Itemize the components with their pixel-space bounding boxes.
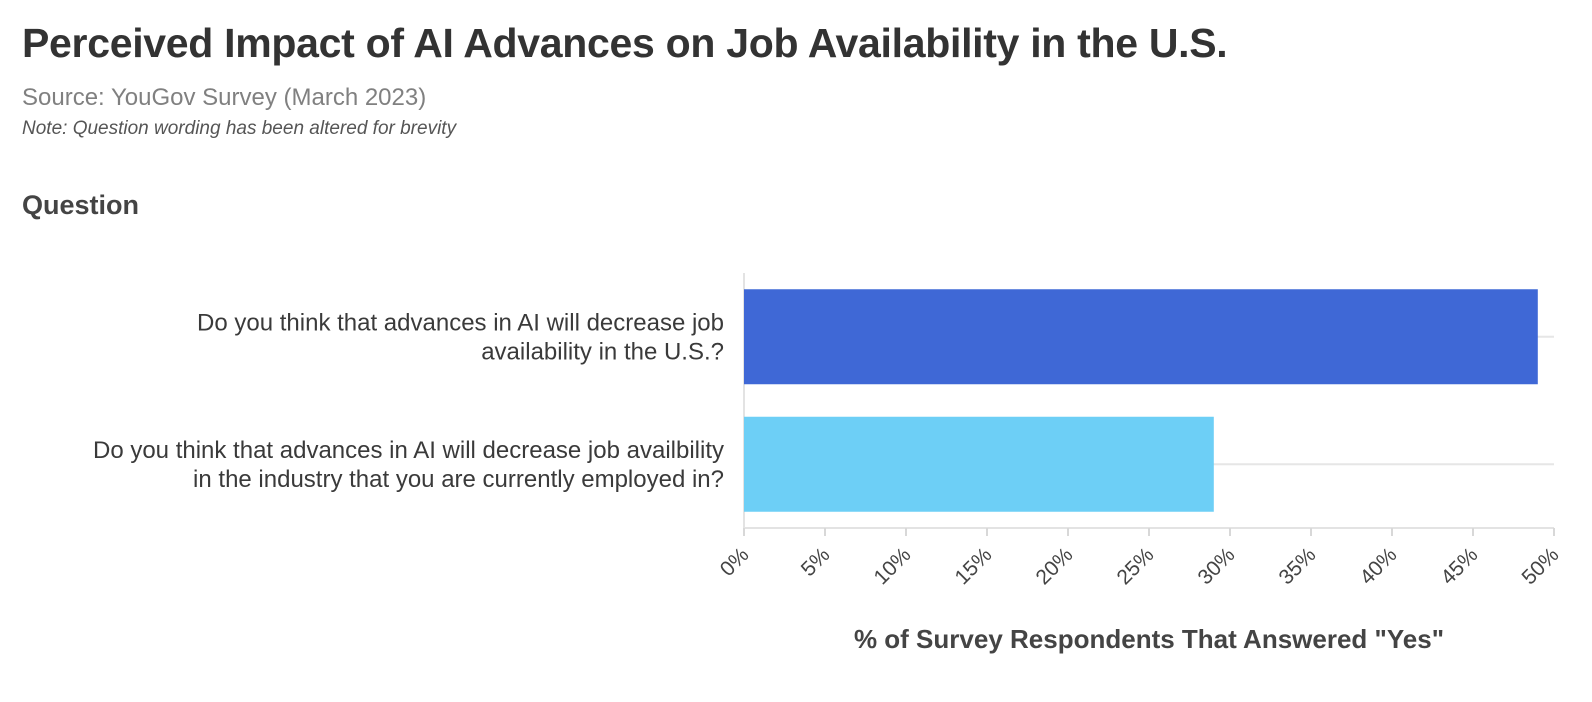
x-tick-label: 35% — [1275, 543, 1321, 589]
x-tick-label: 20% — [1032, 543, 1078, 589]
chart-title: Perceived Impact of AI Advances on Job A… — [22, 20, 1228, 66]
bar-2 — [744, 416, 1214, 512]
x-tick-label: 30% — [1194, 543, 1240, 589]
category-label-2: Do you think that advances in AI will de… — [93, 437, 724, 493]
bar-1 — [744, 289, 1538, 385]
chart-note: Note: Question wording has been altered … — [22, 118, 457, 139]
x-tick-label: 45% — [1437, 543, 1483, 589]
x-tick-label: 0% — [716, 543, 754, 581]
category-axis-title: Question — [22, 190, 140, 220]
category-label-1: Do you think that advances in AI will de… — [197, 309, 724, 365]
x-tick-label: 50% — [1518, 543, 1564, 589]
x-tick-label: 40% — [1356, 543, 1402, 589]
x-tick-label: 10% — [870, 543, 916, 589]
chart-subtitle: Source: YouGov Survey (March 2023) — [22, 84, 427, 111]
x-tick-label: 25% — [1113, 543, 1159, 589]
x-tick-label: 5% — [797, 543, 835, 581]
x-axis-title: % of Survey Respondents That Answered "Y… — [854, 624, 1444, 654]
x-tick-label: 15% — [951, 543, 997, 589]
